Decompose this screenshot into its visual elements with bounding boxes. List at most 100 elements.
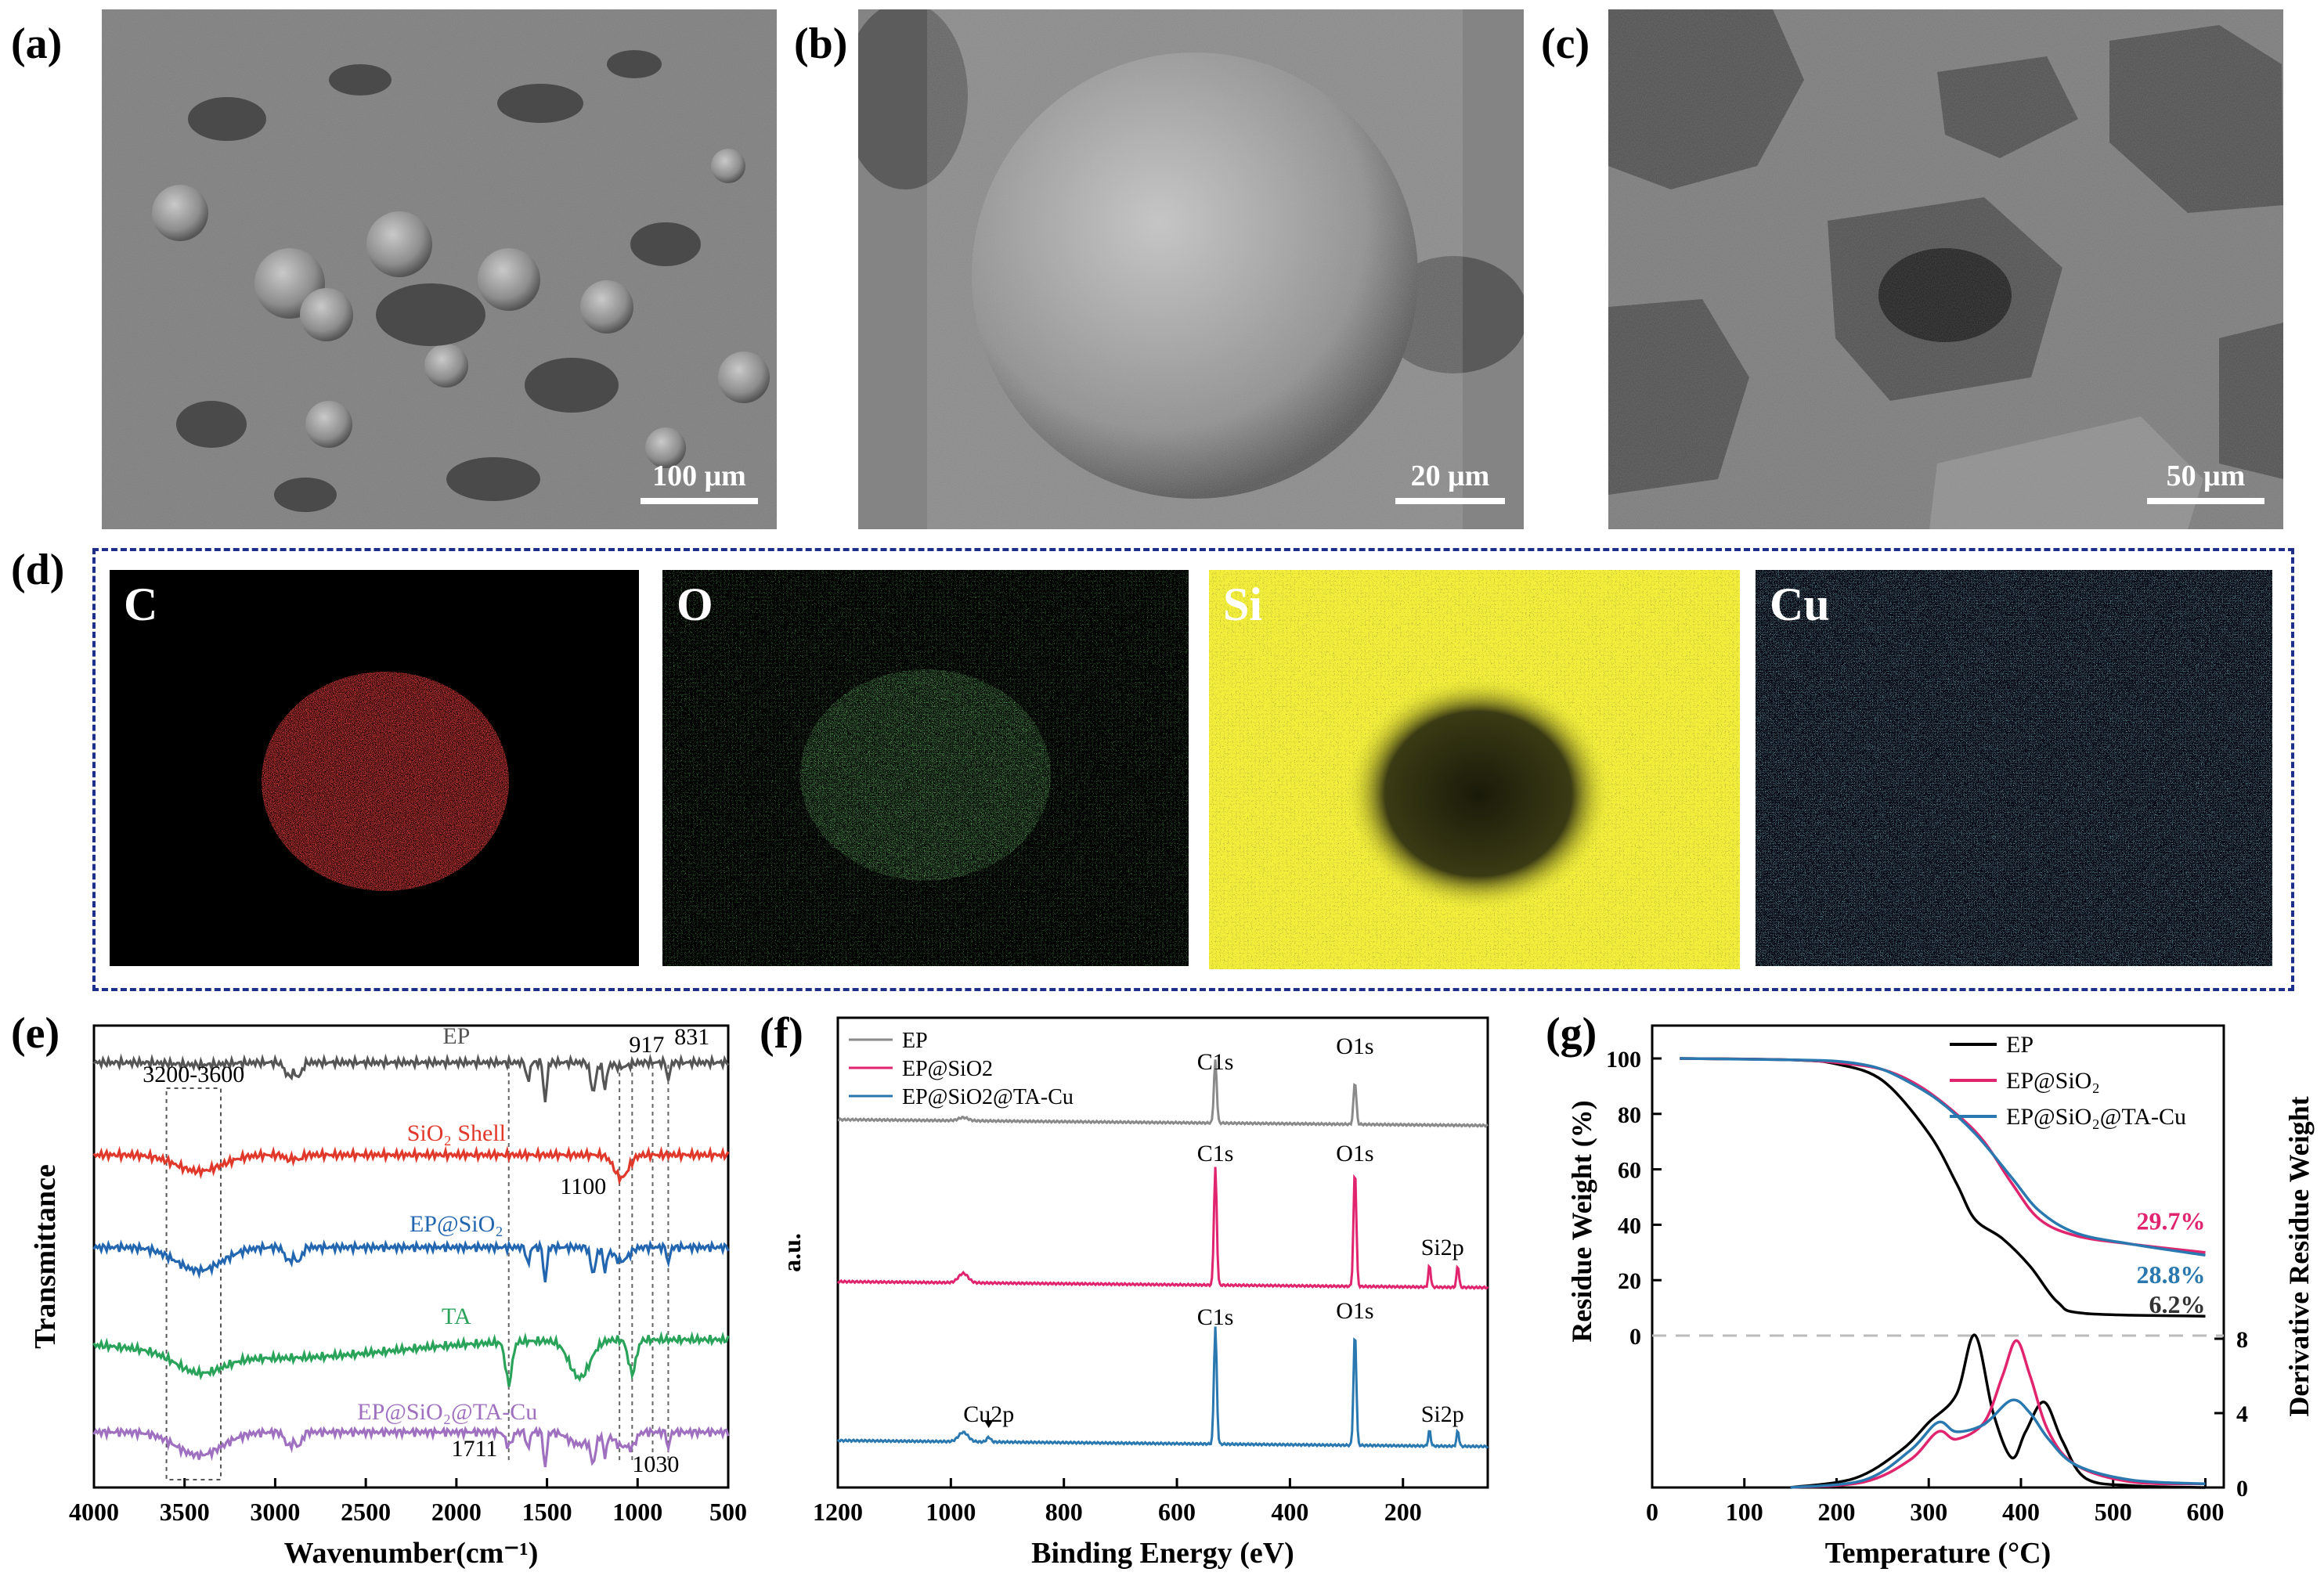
chart-f-y-axis-title: a.u.	[778, 1233, 806, 1272]
chart-f-peak-label: C1s	[1197, 1049, 1234, 1075]
chart-f-peak-label: O1s	[1336, 1298, 1373, 1324]
chart-e-series-label: SiO₂ Shell	[407, 1120, 506, 1146]
chart-e-plot-frame	[92, 1024, 730, 1489]
chart-e-x-tick-label: 2000	[431, 1498, 482, 1526]
eds-frame	[92, 548, 2294, 991]
chart-g-legend-label: EP@SiO₂@TA-Cu	[2006, 1104, 2186, 1130]
chart-g-x-tick-label: 200	[1817, 1498, 1855, 1526]
eds-map-c: C	[110, 570, 639, 966]
chart-g-x-tick-label: 500	[2095, 1498, 2132, 1526]
chart-f-xps: 1200 1000 800 600 400 200 Binding Energy (eV) a…	[778, 1016, 1489, 1570]
eds-label-c: C	[124, 579, 158, 630]
chart-e-series-label: EP	[442, 1023, 470, 1049]
chart-g-x-tick-label: 0	[1646, 1498, 1658, 1526]
chart-f-peak-label: Si2p	[1421, 1235, 1464, 1260]
chart-f-legend-label: EP	[902, 1029, 928, 1053]
chart-g-legend-label: EP	[2006, 1032, 2034, 1058]
chart-f-legend-label: EP@SiO2	[902, 1057, 993, 1081]
scale-bar-c-label: 50 μm	[2166, 460, 2246, 492]
chart-g-legend-label: EP@SiO₂	[2006, 1068, 2100, 1094]
chart-g-y2-axis-title: Derivative Residue Weight	[2283, 1096, 2315, 1416]
chart-e-x-tick-label: 3500	[160, 1498, 210, 1526]
chart-g-y-tick-label: 40	[1618, 1213, 1641, 1239]
chart-f-x-axis-title: Binding Energy (eV)	[1031, 1537, 1294, 1570]
sem-image-c: 50 μm	[1608, 9, 2283, 529]
chart-g-residue-label: 29.7%	[2136, 1207, 2205, 1235]
chart-f-peak-label: C1s	[1197, 1141, 1234, 1167]
chart-e-series-label: EP@SiO₂	[410, 1211, 503, 1237]
panel-label-a: (a)	[11, 20, 63, 68]
chart-e-annotation: 1030	[632, 1451, 679, 1477]
chart-e-x-tick-label: 2500	[341, 1498, 391, 1526]
chart-f-series-line	[837, 1059, 1489, 1128]
eds-map-o-drawing	[662, 570, 1189, 966]
scale-bar-c: 50 μm	[2147, 459, 2264, 504]
chart-g-x-tick-label: 100	[1726, 1498, 1763, 1526]
chart-e-ftir: 4000 3500 3000 2500 2000 1500 1000 500 Wavenumbe…	[29, 1023, 747, 1570]
scale-bar-c-line	[2147, 498, 2264, 504]
chart-g-y-tick-label: 60	[1618, 1158, 1641, 1184]
chart-e-oh-band-box	[165, 1087, 222, 1480]
chart-f-peak-label: C1s	[1197, 1304, 1234, 1330]
chart-g-tga: 0 100 200 300 400 500 600 0 20 40 60 80 100 0 4 8 Temper…	[1566, 1024, 2315, 1570]
chart-e-series-line	[92, 1239, 730, 1283]
scale-bar-b-label: 20 μm	[1410, 460, 1490, 492]
eds-map-cu: Cu	[1756, 570, 2272, 966]
chart-g-y2-tick-label: 0	[2236, 1476, 2248, 1502]
scale-bar-a-label: 100 μm	[652, 460, 746, 492]
chart-e-annotation: 831	[674, 1024, 709, 1050]
chart-g-residue-label: 6.2%	[2149, 1290, 2205, 1318]
chart-e-x-tick-label: 3000	[250, 1498, 300, 1526]
eds-map-o: O	[662, 570, 1189, 966]
chart-e-series-label: EP@SiO₂@TA-Cu	[357, 1399, 537, 1425]
chart-f-plot-frame	[836, 1016, 1489, 1489]
panel-label-d: (d)	[11, 546, 65, 594]
eds-map-cu-drawing	[1756, 570, 2272, 966]
panel-label-b: (b)	[794, 20, 848, 68]
chart-g-y-tick-label: 80	[1618, 1102, 1641, 1128]
scale-bar-a: 100 μm	[641, 459, 758, 504]
chart-f-cu2p-arrow	[983, 1420, 994, 1428]
chart-f-x-tick-label: 600	[1158, 1498, 1196, 1526]
eds-map-c-drawing	[262, 672, 509, 891]
chart-e-x-tick-label: 4000	[69, 1498, 119, 1526]
sem-image-a: 100 μm	[102, 9, 777, 529]
chart-g-dtg-line	[1790, 1339, 2206, 1489]
eds-label-cu: Cu	[1770, 579, 1830, 630]
chart-g-y-tick-label: 20	[1618, 1268, 1641, 1294]
chart-g-y-tick-label: 100	[1606, 1047, 1641, 1073]
scale-bar-b-line	[1395, 498, 1505, 504]
chart-f-x-tick-label: 200	[1384, 1498, 1422, 1526]
chart-g-plot-frame	[1651, 1024, 2225, 1489]
eds-label-o: O	[677, 579, 713, 630]
chart-e-x-tick-label: 1500	[522, 1498, 572, 1526]
eds-map-si-drawing	[1209, 570, 1740, 969]
panel-label-e: (e)	[11, 1009, 60, 1058]
chart-f-x-tick-label: 400	[1271, 1498, 1308, 1526]
eds-label-si: Si	[1223, 579, 1263, 630]
sem-image-c-drawing	[1608, 9, 2283, 529]
scale-bar-b: 20 μm	[1395, 459, 1505, 504]
chart-f-legend-label: EP@SiO2@TA-Cu	[902, 1085, 1074, 1109]
chart-e-x-axis-title: Wavenumber(cm⁻¹)	[284, 1537, 539, 1570]
chart-f-peak-label: Si2p	[1421, 1401, 1464, 1427]
chart-e-x-tick-label: 500	[709, 1498, 747, 1526]
chart-g-dtg-line	[1790, 1333, 2206, 1489]
panel-label-g: (g)	[1546, 1009, 1597, 1058]
chart-e-series-label: TA	[442, 1304, 471, 1329]
chart-g-x-tick-label: 300	[1910, 1498, 1947, 1526]
sem-image-b-drawing	[858, 9, 1524, 529]
chart-e-series-line	[92, 1053, 730, 1103]
chart-g-residue-label: 28.8%	[2136, 1260, 2205, 1289]
chart-f-series-line	[836, 1167, 1489, 1290]
chart-e-annotation: 3200-3600	[143, 1062, 244, 1087]
chart-f-x-tick-label: 1200	[813, 1498, 863, 1526]
chart-e-y-axis-title: Transmittance	[29, 1164, 62, 1349]
chart-f-peak-label: O1s	[1336, 1141, 1373, 1167]
chart-g-dtg-line	[1790, 1398, 2206, 1489]
chart-e-annotation: 917	[629, 1032, 664, 1058]
chart-e-x-tick-label: 1000	[612, 1498, 662, 1526]
sem-image-b: 20 μm	[858, 9, 1524, 529]
chart-f-series-line	[836, 1326, 1489, 1449]
sem-image-a-drawing	[102, 9, 777, 529]
